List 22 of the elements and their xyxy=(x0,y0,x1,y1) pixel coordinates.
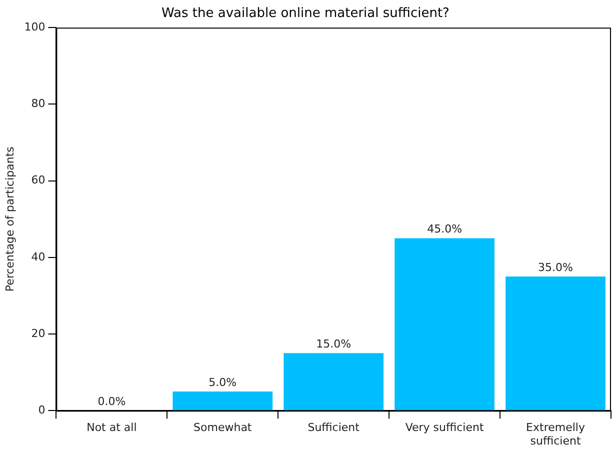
y-tick-label: 0 xyxy=(38,403,46,416)
data-label: 5.0% xyxy=(208,376,237,389)
data-label: 0.0% xyxy=(98,394,126,408)
y-tick-label: 80 xyxy=(31,97,46,110)
y-tick-label: 40 xyxy=(31,250,46,264)
data-label: 45.0% xyxy=(427,222,462,236)
chart-title: Was the available online material sufficient? xyxy=(162,6,450,22)
y-axis-title: Percentage of participants xyxy=(3,146,16,292)
y-tick-label: 100 xyxy=(24,20,46,34)
x-tick-label: Sufficient xyxy=(308,421,360,434)
y-tick-label: 60 xyxy=(31,174,46,187)
x-tick-label: Not at all xyxy=(86,421,137,434)
bar xyxy=(284,353,384,410)
y-tick-label: 20 xyxy=(31,326,46,340)
x-tick-label: Somewhat xyxy=(194,421,252,434)
bar xyxy=(394,238,494,410)
bar xyxy=(172,391,273,410)
data-label: 15.0% xyxy=(316,338,352,351)
data-label: 35.0% xyxy=(538,260,573,274)
x-tick-label: Very sufficient xyxy=(405,421,484,434)
bar xyxy=(506,276,606,410)
x-tick-label: Extremelly sufficient xyxy=(526,421,586,448)
